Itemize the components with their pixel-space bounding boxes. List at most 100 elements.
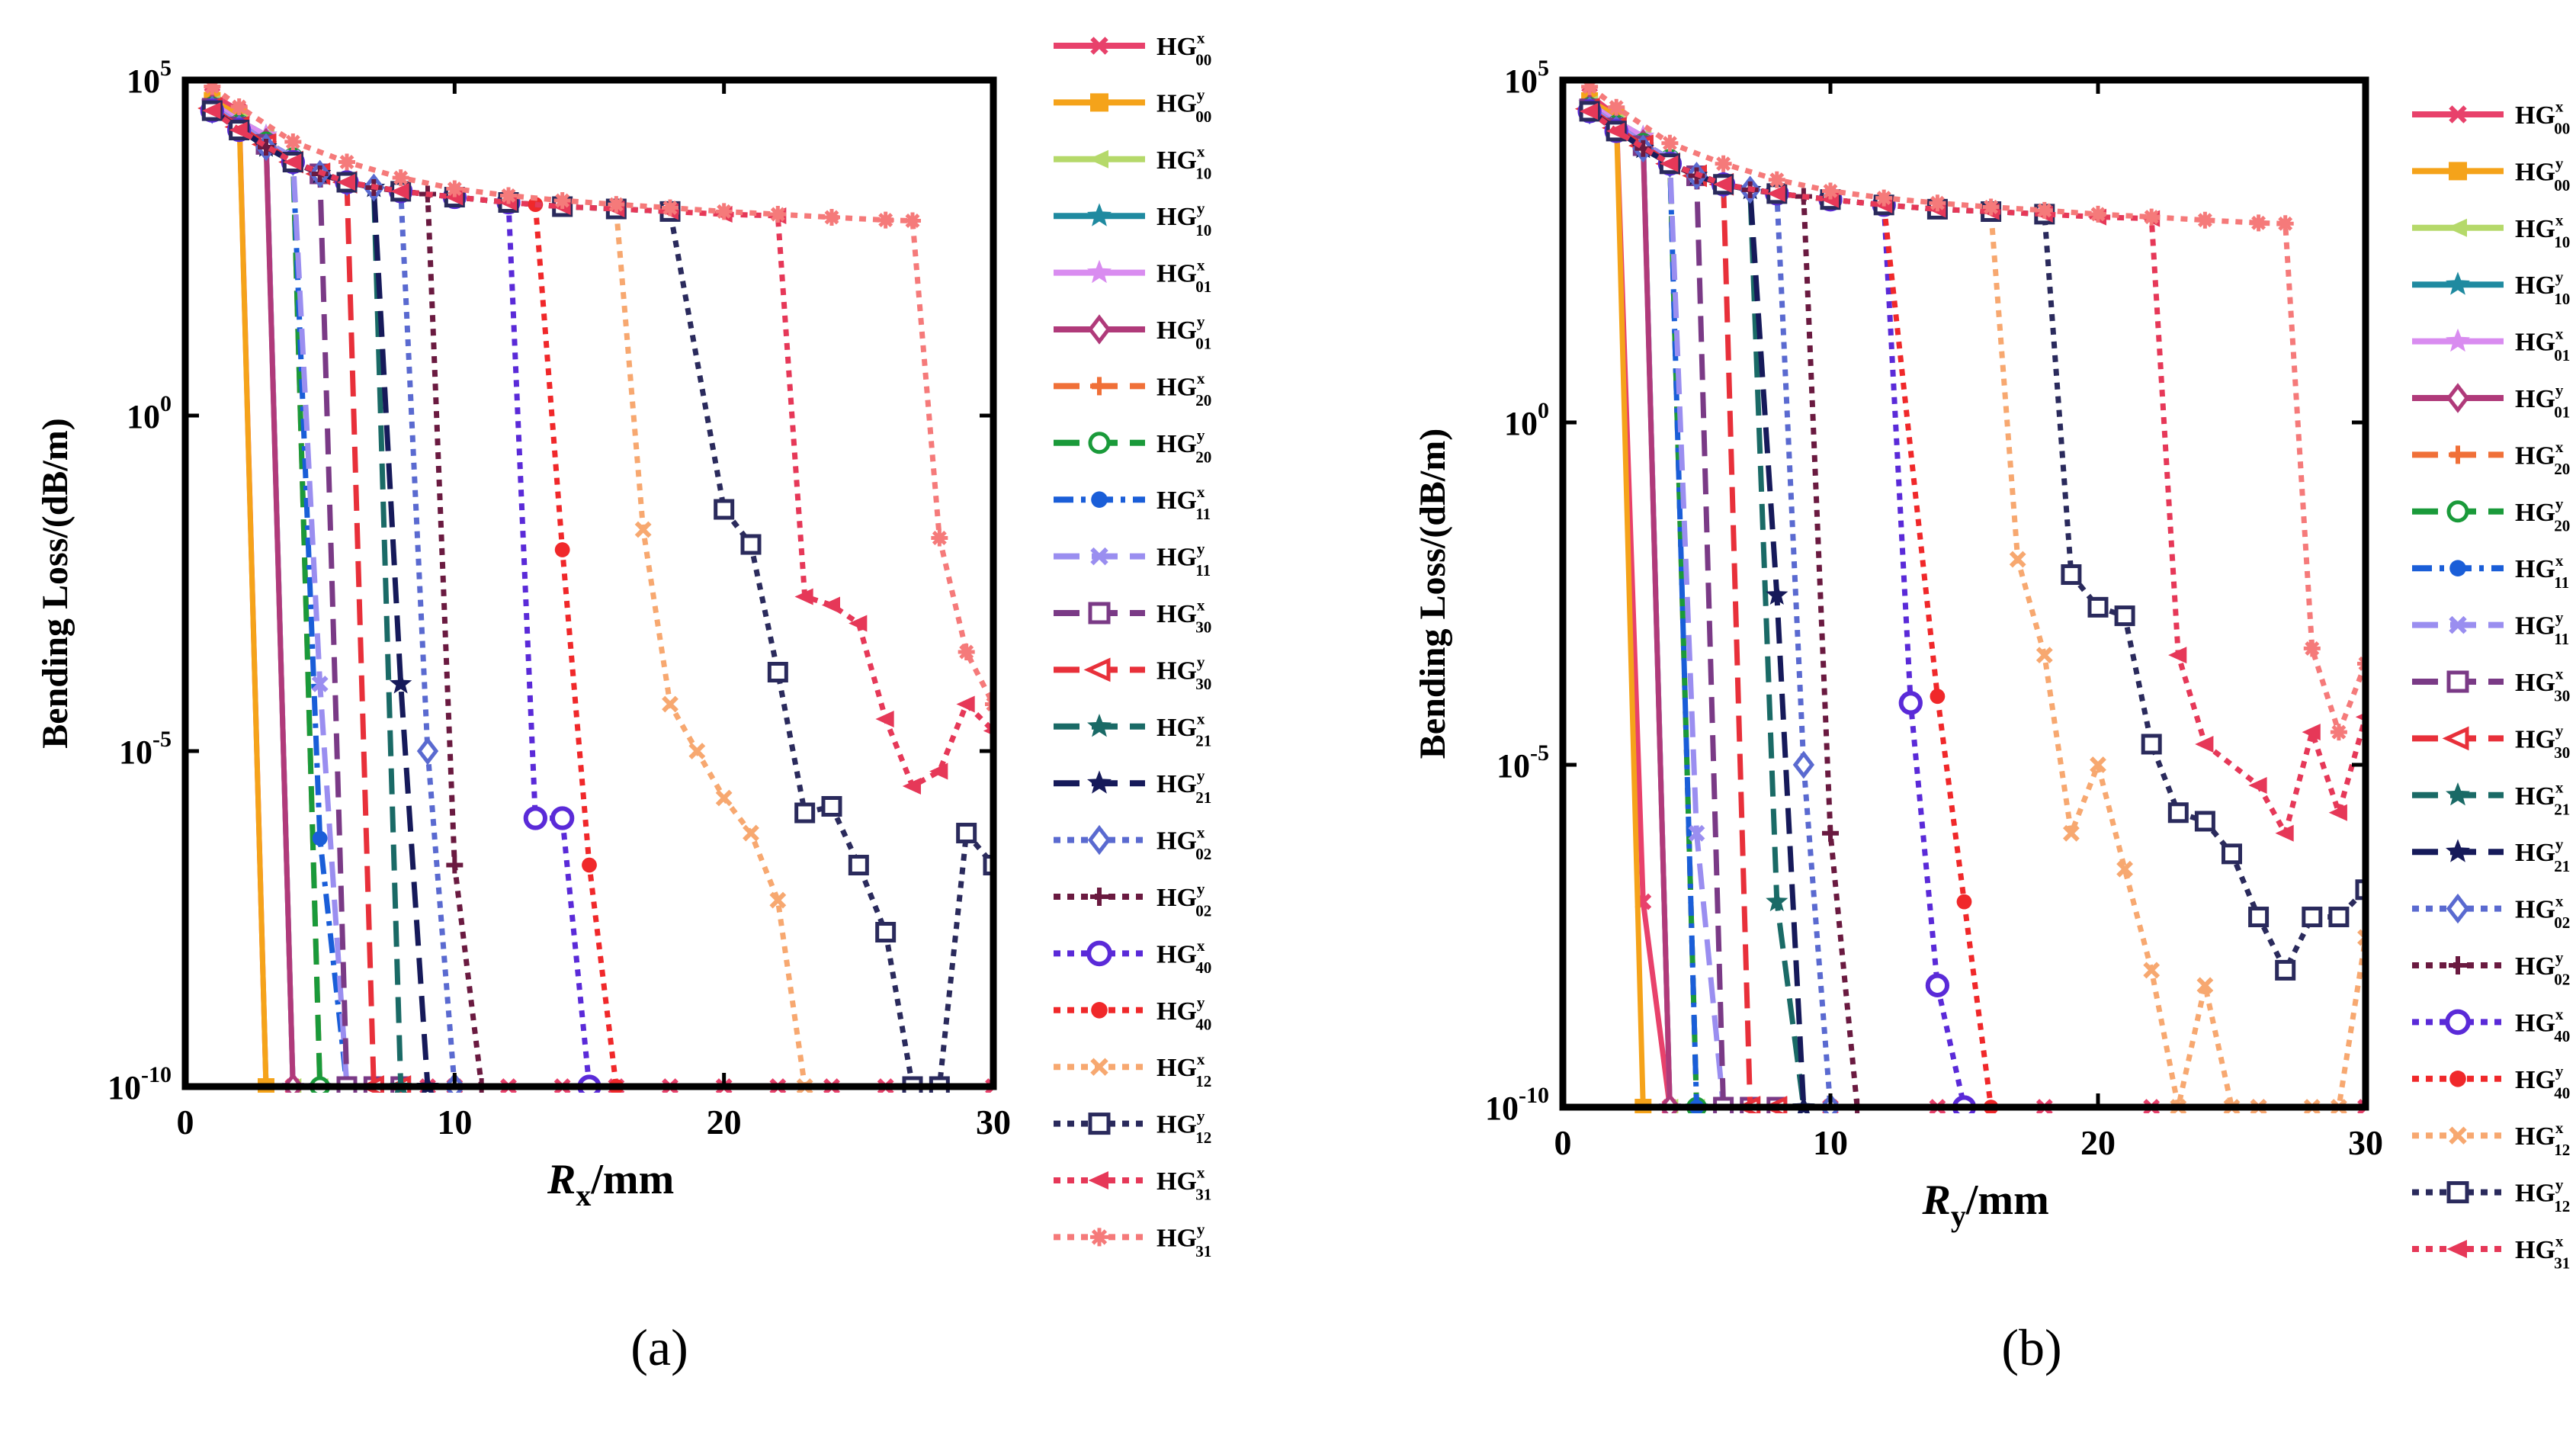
data-point	[338, 153, 355, 171]
data-point	[2035, 647, 2053, 664]
legend-entry: HGy 01	[1054, 313, 1211, 353]
legend-label: HGy 40	[2515, 1062, 2570, 1103]
legend-entry: HGx 01	[1054, 255, 1211, 296]
legend-marker	[2446, 1240, 2467, 1258]
data-point	[1660, 155, 1679, 172]
axes-box	[181, 76, 997, 1090]
data-point	[662, 695, 678, 713]
series-HG00y	[204, 92, 274, 1093]
data-point	[1898, 691, 1923, 715]
series-HG20y	[201, 96, 384, 1093]
y-tick-label: 100	[127, 391, 172, 435]
y-tick-label: 10-5	[1497, 740, 1549, 785]
data-point	[821, 796, 842, 817]
data-point	[2330, 724, 2347, 741]
legend-marker	[2449, 1126, 2467, 1145]
y-tick-label: 10-5	[119, 727, 172, 771]
legend-label: HGx 40	[1156, 936, 1211, 977]
legend-entry: HGy 30	[1054, 653, 1211, 693]
data-point	[2194, 811, 2215, 832]
data-point	[956, 695, 975, 713]
legend-marker	[1087, 203, 1112, 226]
legend-label: HGx 21	[1156, 710, 1211, 750]
legend-label: HGy 00	[1156, 85, 1211, 126]
data-point	[284, 133, 302, 151]
legend-label: HGy 30	[2515, 721, 2570, 762]
legend-label: HGy 02	[1156, 880, 1211, 920]
legend-marker	[2449, 615, 2467, 634]
data-point	[1792, 750, 1815, 779]
legend-marker	[2449, 105, 2467, 124]
legend-label: HGy 21	[1156, 766, 1211, 807]
data-point	[1766, 185, 1785, 202]
y-tick-label: 105	[1504, 56, 1549, 100]
legend-marker	[2449, 445, 2467, 464]
data-point	[904, 212, 921, 230]
data-point	[2061, 564, 2082, 586]
data-point	[500, 187, 517, 204]
legend-marker	[1091, 1002, 1108, 1019]
legend-label: HGy 10	[2515, 268, 2570, 308]
legend-entry: HGy 01	[2412, 381, 2570, 422]
data-point	[956, 823, 977, 844]
legend-marker	[1087, 824, 1112, 856]
legend-label: HGy 12	[2515, 1175, 2570, 1215]
data-point	[1930, 689, 1946, 705]
data-point	[714, 499, 735, 520]
data-point	[2116, 860, 2134, 878]
data-point	[2009, 551, 2026, 568]
legend-label: HGy 01	[1156, 313, 1211, 353]
data-point	[392, 169, 409, 187]
data-point	[931, 529, 948, 547]
legend-entry: HGy 00	[1054, 85, 1211, 126]
legend-marker	[2446, 383, 2470, 413]
legend-label: HGx 01	[2515, 324, 2570, 364]
legend-marker	[1087, 770, 1112, 794]
legend-entry: HGx 12	[1054, 1050, 1211, 1090]
legend-marker	[2449, 1071, 2466, 1087]
y-tick-label: 105	[127, 56, 172, 100]
legend-entry: HGy 21	[2412, 835, 2570, 875]
data-point	[902, 778, 921, 795]
legend-label: HGy 20	[2515, 495, 2570, 535]
data-point	[1766, 583, 1788, 605]
data-point	[794, 802, 816, 824]
legend-label: HGx 31	[1156, 1164, 1211, 1204]
legend-entry: HGy 20	[2412, 495, 2570, 535]
legend-marker	[1091, 491, 1108, 508]
data-point	[311, 676, 329, 692]
data-point	[446, 856, 464, 874]
legend-marker	[1088, 1171, 1108, 1190]
legend-marker	[2446, 218, 2467, 237]
legend-marker	[1088, 149, 1108, 169]
data-point	[2275, 959, 2296, 981]
legend-marker	[2446, 839, 2470, 862]
data-point	[823, 209, 840, 226]
data-point	[229, 121, 248, 139]
data-point	[1579, 102, 1599, 120]
series-line	[1588, 104, 1750, 1110]
data-point	[1766, 890, 1788, 912]
data-point	[2276, 215, 2294, 233]
data-point	[767, 662, 788, 683]
data-point	[2302, 724, 2321, 741]
data-point	[204, 78, 221, 95]
series-line	[210, 101, 320, 1090]
data-point	[2090, 756, 2106, 773]
series-line	[210, 98, 269, 1087]
x-tick-label: 30	[2348, 1123, 2383, 1162]
data-point	[2167, 802, 2189, 824]
legend-label: HGx 12	[2515, 1119, 2570, 1159]
legend-entry: HGy 00	[2412, 154, 2570, 194]
x-axis: 0 10 20 30	[1554, 80, 2383, 1162]
data-point	[769, 206, 787, 223]
series-line	[210, 101, 320, 1090]
data-point	[1875, 189, 1893, 207]
legend-entry: HGx 20	[1054, 369, 1211, 409]
data-point	[230, 98, 248, 116]
y-tick-label: 10-10	[107, 1062, 172, 1106]
legend-label: HGy 10	[1156, 199, 1211, 239]
legend-label: HGx 10	[1156, 143, 1211, 183]
data-point	[688, 743, 706, 759]
data-point	[958, 644, 975, 661]
